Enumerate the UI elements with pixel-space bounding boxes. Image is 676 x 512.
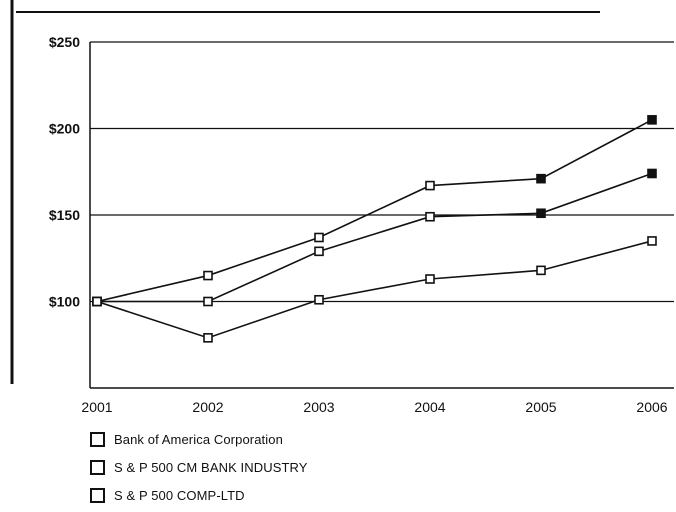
data-point-marker xyxy=(314,246,324,257)
data-point-marker xyxy=(536,265,546,276)
y-axis-tick-labels: $250 $200 $150 $100 xyxy=(49,34,80,310)
legend: Bank of America Corporation S & P 500 CM… xyxy=(90,428,308,512)
data-point-marker xyxy=(203,296,213,307)
x-tick-label: 2006 xyxy=(636,399,667,415)
data-point-marker xyxy=(647,168,657,179)
series-group xyxy=(92,115,657,307)
legend-square-icon xyxy=(90,459,105,475)
y-tick-label: $250 xyxy=(49,34,80,50)
series-line xyxy=(97,172,653,303)
x-tick-label: 2004 xyxy=(414,399,445,415)
data-point-marker xyxy=(203,333,213,343)
y-tick-label: $100 xyxy=(49,294,80,310)
series-line xyxy=(96,240,653,339)
data-point-marker xyxy=(536,173,546,184)
data-point-marker xyxy=(314,294,324,305)
data-point-marker xyxy=(92,296,102,307)
legend-item: Bank of America Corporation xyxy=(90,428,308,450)
x-axis-tick-labels: 2001 2002 2003 2004 2005 2006 xyxy=(81,399,667,415)
data-point-marker xyxy=(425,274,435,284)
legend-square-icon xyxy=(90,431,105,447)
data-point-marker xyxy=(425,180,435,191)
x-tick-label: 2001 xyxy=(81,399,112,415)
legend-square-icon xyxy=(90,487,105,503)
data-point-marker xyxy=(647,236,657,246)
legend-item: S & P 500 CM BANK INDUSTRY xyxy=(90,456,308,478)
series-line xyxy=(96,119,653,303)
data-point-marker xyxy=(203,270,213,281)
x-tick-label: 2005 xyxy=(525,399,556,415)
gridlines xyxy=(90,41,674,303)
legend-label: S & P 500 COMP-LTD xyxy=(114,487,245,503)
data-point-marker xyxy=(647,115,657,125)
data-point-marker xyxy=(536,208,546,219)
data-point-marker xyxy=(314,232,324,243)
data-point-marker xyxy=(425,211,435,222)
x-tick-label: 2003 xyxy=(303,399,334,415)
series-group xyxy=(92,236,657,343)
y-tick-label: $150 xyxy=(49,207,80,223)
series-lines xyxy=(92,115,657,343)
legend-item: S & P 500 COMP-LTD xyxy=(90,484,308,506)
legend-label: Bank of America Corporation xyxy=(114,431,283,447)
series-group xyxy=(92,168,657,307)
y-tick-label: $200 xyxy=(49,121,80,137)
legend-label: S & P 500 CM BANK INDUSTRY xyxy=(114,459,308,475)
x-tick-label: 2002 xyxy=(192,399,223,415)
